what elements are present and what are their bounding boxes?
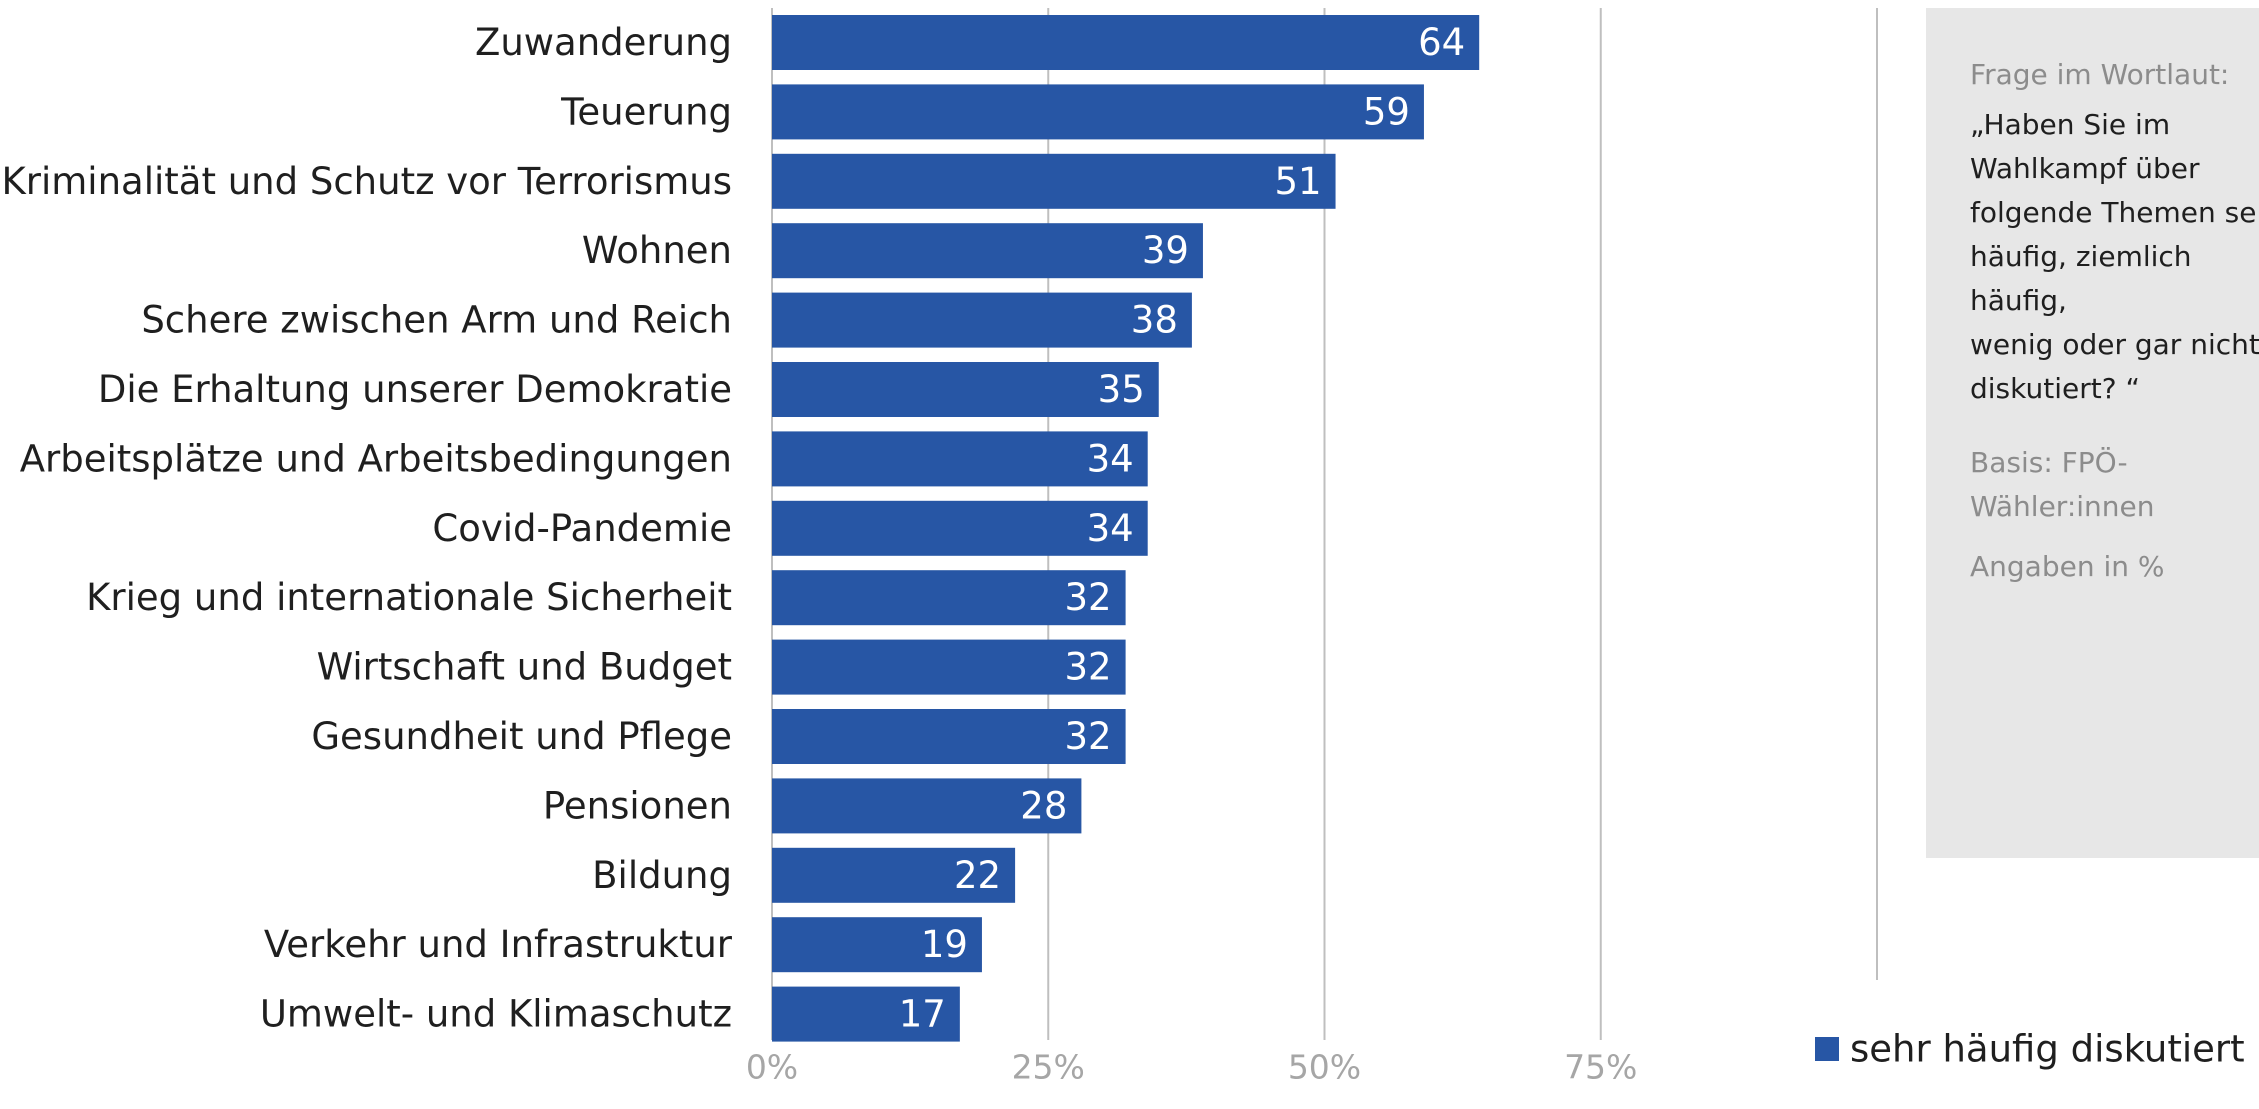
category-label: Kriminalität und Schutz vor Terrorismus — [2, 160, 733, 203]
value-label: 32 — [1065, 646, 1112, 689]
category-label: Teuerung — [560, 90, 732, 133]
bar — [772, 362, 1159, 417]
bar — [772, 917, 982, 973]
x-tick-label: 50% — [1288, 1048, 1361, 1087]
category-label: Verkehr und Infrastruktur — [264, 923, 733, 966]
category-label: Die Erhaltung unserer Demokratie — [98, 368, 732, 411]
category-label: Arbeitsplätze und Arbeitsbedingungen — [20, 437, 732, 480]
bar — [772, 223, 1203, 279]
category-label: Schere zwischen Arm und Reich — [141, 299, 732, 342]
category-label: Krieg und internationale Sicherheit — [86, 576, 732, 619]
value-label: 51 — [1274, 160, 1321, 203]
note-heading: Frage im Wortlaut: — [1970, 58, 2230, 91]
bar — [772, 639, 1126, 695]
category-label: Pensionen — [543, 784, 732, 827]
value-label: 22 — [954, 854, 1001, 897]
value-label: 34 — [1087, 507, 1134, 550]
bar — [772, 15, 1480, 70]
category-label: Zuwanderung — [475, 21, 732, 64]
value-label: 32 — [1065, 576, 1112, 619]
question-note-panel: Frage im Wortlaut: „Haben Sie im Wahlkam… — [1926, 8, 2259, 858]
value-label: 17 — [899, 993, 946, 1036]
bar — [772, 847, 1016, 903]
bar — [772, 431, 1148, 487]
value-label: 38 — [1131, 299, 1178, 342]
note-units: Angaben in % — [1970, 550, 2165, 583]
value-label: 39 — [1142, 229, 1189, 272]
category-label: Wirtschaft und Budget — [317, 646, 732, 689]
x-tick-label: 25% — [1012, 1048, 1085, 1087]
value-label: 34 — [1087, 437, 1134, 480]
category-label: Covid-Pandemie — [432, 507, 732, 550]
category-label: Bildung — [592, 854, 732, 897]
value-label: 28 — [1020, 784, 1067, 827]
value-label: 64 — [1418, 21, 1465, 64]
bar — [772, 709, 1126, 764]
note-basis: Basis: FPÖ- Wähler:innen — [1970, 446, 2155, 523]
bar — [772, 500, 1148, 556]
category-label: Wohnen — [582, 229, 732, 272]
note-question: „Haben Sie im Wahlkampf über folgende Th… — [1970, 108, 2259, 405]
value-label: 19 — [921, 923, 968, 966]
value-label: 59 — [1363, 90, 1410, 133]
value-label: 32 — [1065, 715, 1112, 758]
legend-label: sehr häufig diskutiert — [1850, 1028, 2245, 1071]
bar — [772, 778, 1082, 834]
x-tick-label: 0% — [746, 1048, 798, 1087]
bar — [772, 153, 1336, 209]
category-label: Umwelt- und Klimaschutz — [260, 993, 732, 1036]
bar — [772, 570, 1126, 626]
category-label: Gesundheit und Pflege — [311, 715, 732, 758]
value-label: 35 — [1098, 368, 1145, 411]
bar — [772, 986, 960, 1042]
legend-swatch — [1815, 1037, 1839, 1061]
x-tick-label: 75% — [1564, 1048, 1637, 1087]
bar — [772, 292, 1192, 348]
bar — [772, 84, 1424, 140]
